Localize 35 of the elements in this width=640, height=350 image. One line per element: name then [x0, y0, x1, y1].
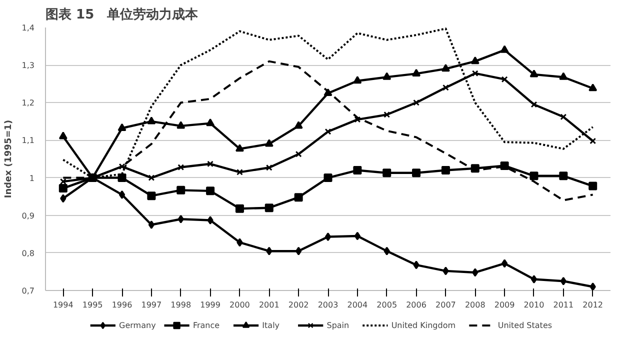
y-axis-title: Index (1995=1): [4, 120, 14, 198]
y-tick-label: 1: [29, 174, 35, 183]
y-tick-label: 0,9: [22, 211, 35, 220]
x-tick-label: 2000: [230, 300, 250, 310]
legend-label: France: [192, 321, 220, 330]
y-tick-label: 1,2: [22, 98, 35, 108]
x-tick-label: 1994: [52, 300, 74, 310]
x-tick-label: 2011: [553, 300, 574, 310]
x-tick-label: 1998: [170, 300, 192, 310]
x-tick-label: 1995: [82, 300, 103, 310]
x-tick-label: 2012: [582, 300, 604, 310]
legend-label: Germany: [119, 321, 156, 330]
legend-label: Spain: [326, 321, 350, 330]
y-tick-label: 1,4: [22, 24, 35, 32]
x-tick-label: 1996: [112, 300, 132, 310]
legend-label: United States: [498, 321, 552, 330]
x-tick-label: 2006: [406, 300, 426, 310]
chart-title: 图表 15 单位劳动力成本: [46, 6, 200, 22]
x-tick-label: 2003: [318, 300, 338, 310]
x-tick-label: 1999: [200, 300, 220, 310]
legend-label: Italy: [262, 321, 280, 330]
x-tick-label: 1997: [141, 300, 162, 310]
y-tick-label: 1,3: [22, 61, 35, 70]
x-tick-label: 2004: [347, 300, 368, 310]
legend-label: United Kingdom: [391, 321, 456, 330]
y-tick-label: 0,7: [22, 286, 35, 296]
y-tick-label: 0,8: [22, 248, 35, 258]
x-tick-label: 2005: [376, 300, 398, 310]
x-tick-label: 2002: [288, 300, 309, 310]
x-tick-label: 2008: [464, 300, 486, 310]
y-tick-label: 1,1: [22, 136, 35, 146]
x-tick-label: 2009: [494, 300, 515, 310]
x-tick-label: 2010: [524, 300, 544, 310]
x-tick-label: 2001: [258, 300, 280, 310]
x-tick-label: 2007: [436, 300, 456, 310]
